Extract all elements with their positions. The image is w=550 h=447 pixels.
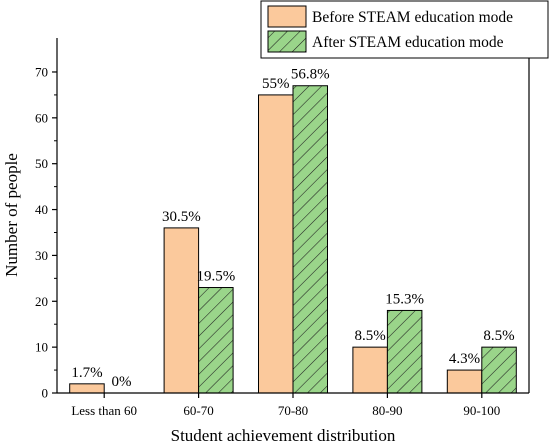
legend-label-before: Before STEAM education mode (312, 9, 513, 26)
data-label: 19.5% (196, 269, 235, 285)
y-tick-label: 30 (35, 248, 48, 263)
bar-before (163, 227, 200, 394)
y-tick-label: 50 (35, 156, 48, 171)
legend-swatch-before (267, 5, 307, 28)
legend: Before STEAM education mode After STEAM … (260, 0, 549, 59)
legend-swatch-after (267, 30, 307, 53)
y-ticks-group: 0 10 20 30 40 50 60 70 (35, 64, 57, 401)
bar-before (69, 383, 105, 394)
bar-after (386, 309, 423, 394)
bars-group (69, 85, 517, 394)
y-tick-label: 20 (35, 294, 48, 309)
data-label: 30.5% (162, 209, 201, 225)
data-label: 4.3% (449, 351, 480, 367)
y-tick-label: 60 (35, 110, 48, 125)
y-tick-label: 10 (35, 340, 48, 355)
data-label: 8.5% (483, 328, 514, 344)
y-axis-title: Number of people (2, 153, 21, 277)
data-label: 0% (111, 374, 131, 390)
legend-box (260, 0, 549, 59)
y-tick-label: 70 (35, 64, 48, 79)
x-ticks-group: Less than 60 60-70 70-80 80-90 90-100 (71, 393, 500, 418)
x-tick-label: 80-90 (372, 403, 402, 418)
data-label: 1.7% (71, 365, 102, 381)
x-tick-label: Less than 60 (71, 403, 137, 418)
x-axis-title: Student achievement distribution (171, 426, 396, 445)
y-tick-label: 0 (42, 386, 49, 401)
y-tick-label: 40 (35, 202, 48, 217)
bar-labels-group: 1.7%30.5%55%8.5%4.3%0%19.5%56.8%15.3%8.5… (71, 67, 514, 390)
data-label: 8.5% (355, 328, 386, 344)
legend-label-after: After STEAM education mode (312, 34, 504, 51)
bar-before (258, 94, 294, 394)
data-label: 56.8% (291, 67, 330, 83)
x-tick-label: 90-100 (463, 403, 500, 418)
bar-before (352, 346, 388, 394)
bar-after (292, 85, 328, 394)
bar-after (198, 287, 234, 394)
x-tick-label: 60-70 (183, 403, 213, 418)
bar-before (446, 369, 483, 394)
x-tick-label: 70-80 (278, 403, 308, 418)
data-label: 55% (262, 76, 290, 92)
data-label: 15.3% (385, 291, 424, 307)
bar-after (481, 346, 517, 394)
